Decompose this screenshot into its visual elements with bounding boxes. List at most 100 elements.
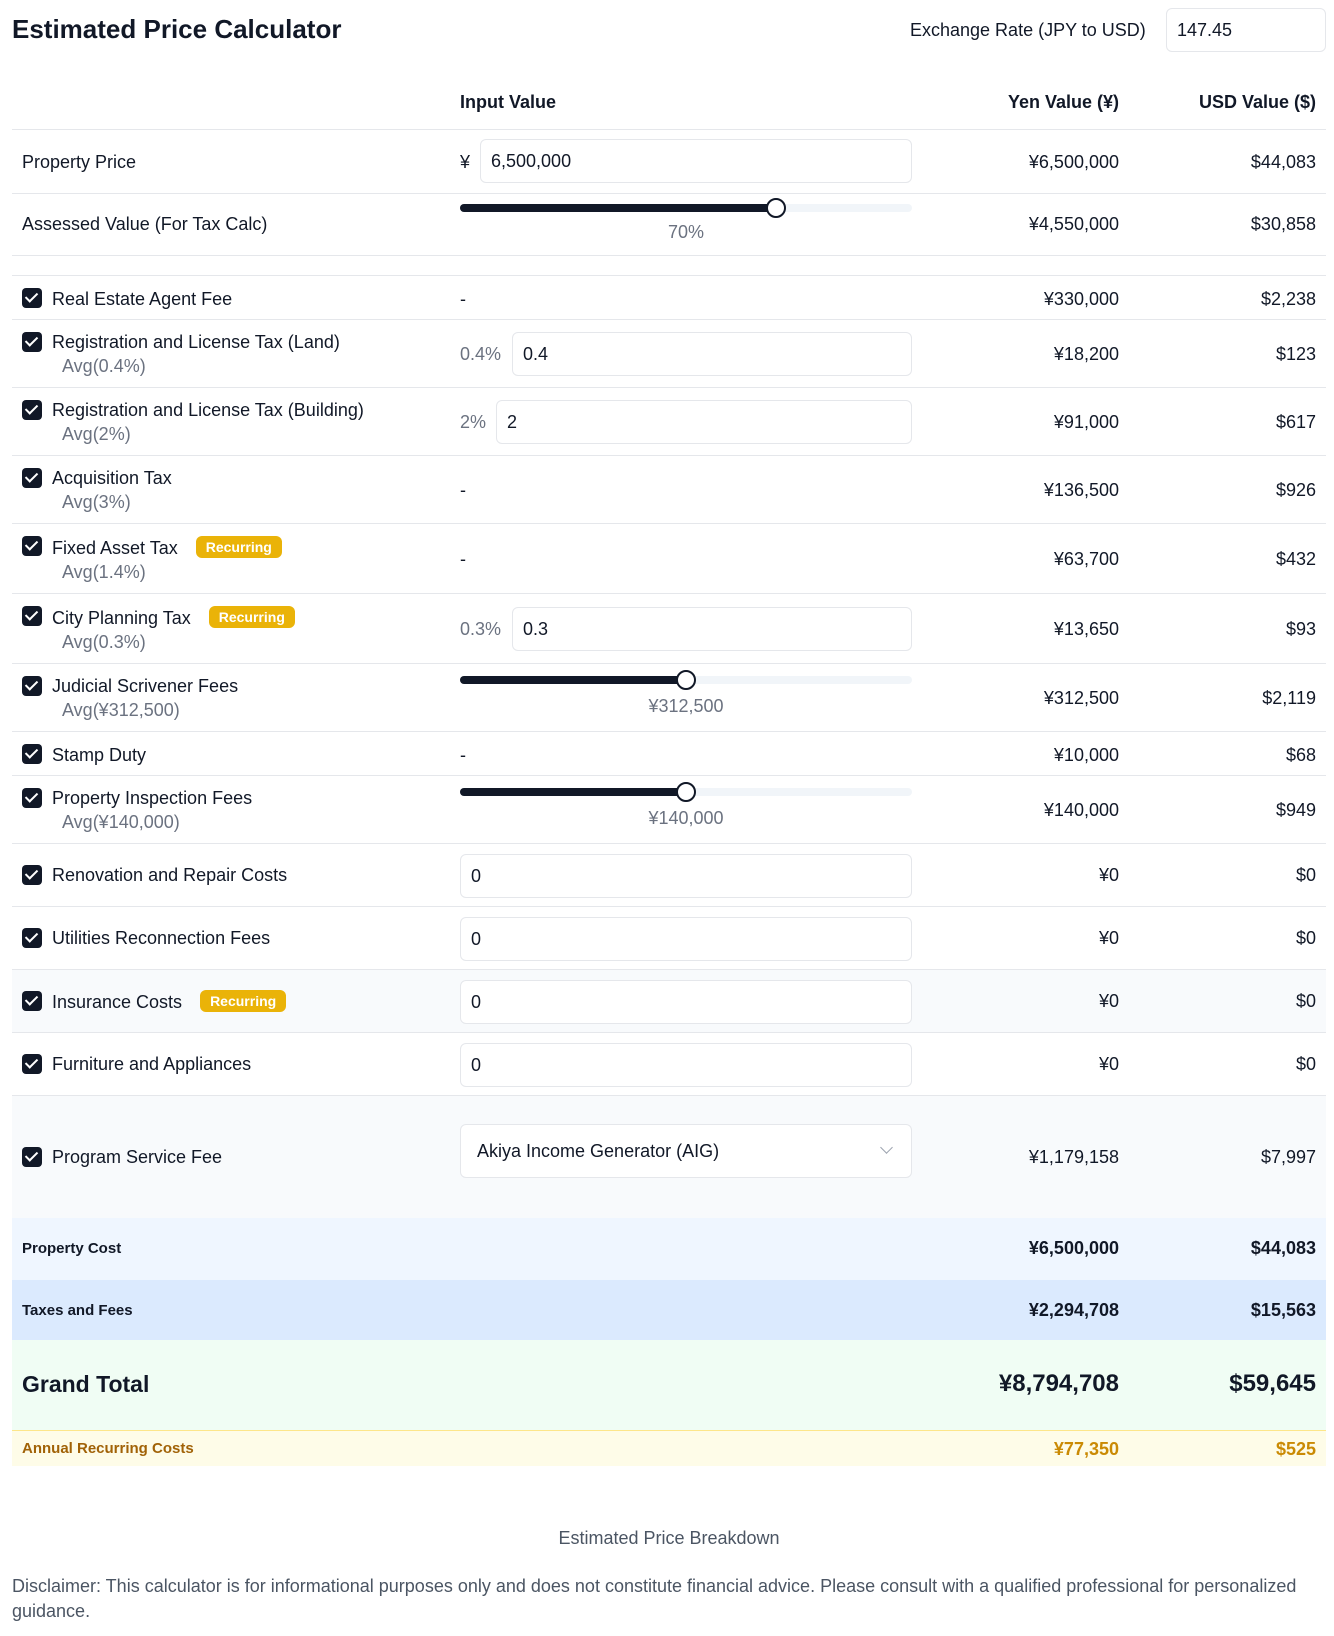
- furniture-label: Furniture and Appliances: [52, 1054, 252, 1074]
- header-yen-value: Yen Value (¥): [1007, 92, 1119, 112]
- insurance-input[interactable]: [460, 980, 912, 1024]
- agent-fee-checkbox[interactable]: [22, 288, 42, 308]
- property-cost-label: Property Cost: [22, 1240, 122, 1257]
- city-planning-input[interactable]: [512, 607, 912, 651]
- table-row-scrivener-fees: Judicial Scrivener Fees Avg(¥312,500) ¥3…: [12, 664, 1326, 732]
- city-planning-avg: Avg(0.3%): [62, 632, 146, 652]
- disclaimer-text: Disclaimer: This calculator is for infor…: [12, 1576, 1297, 1621]
- property-price-label: Property Price: [22, 152, 137, 172]
- slider-thumb[interactable]: [676, 782, 696, 802]
- grand-total-label: Grand Total: [22, 1371, 150, 1397]
- acquisition-checkbox[interactable]: [22, 468, 42, 488]
- table-row-renovation: Renovation and Repair Costs ¥0 $0: [12, 844, 1326, 907]
- program-yen: ¥1,179,158: [1028, 1147, 1119, 1167]
- assessed-value-slider[interactable]: [460, 198, 912, 218]
- stamp-yen: ¥10,000: [1053, 745, 1119, 765]
- reg-building-input[interactable]: [496, 400, 912, 444]
- table-row-reg-land: Registration and License Tax (Land) Avg(…: [12, 320, 1326, 388]
- utilities-input[interactable]: [460, 917, 912, 961]
- utilities-label: Utilities Reconnection Fees: [52, 928, 271, 948]
- table-row-stamp-duty: Stamp Duty - ¥10,000 $68: [12, 732, 1326, 776]
- property-price-yen: ¥6,500,000: [1028, 152, 1119, 172]
- program-checkbox[interactable]: [22, 1147, 42, 1167]
- table-row-utilities: Utilities Reconnection Fees ¥0 $0: [12, 907, 1326, 970]
- table-row-insurance: Insurance Costs Recurring ¥0 $0: [12, 970, 1326, 1033]
- scrivener-avg: Avg(¥312,500): [62, 700, 180, 720]
- reg-building-usd: $617: [1275, 412, 1316, 432]
- price-table: Input Value Yen Value (¥) USD Value ($) …: [12, 78, 1326, 1466]
- recurring-badge: Recurring: [200, 990, 287, 1012]
- acquisition-avg: Avg(3%): [62, 492, 131, 512]
- inspection-avg: Avg(¥140,000): [62, 812, 180, 832]
- renovation-checkbox[interactable]: [22, 865, 42, 885]
- table-row-furniture: Furniture and Appliances ¥0 $0: [12, 1033, 1326, 1096]
- city-planning-label: City Planning Tax: [52, 608, 191, 628]
- fixed-asset-label-wrap: Fixed Asset Tax Recurring: [52, 536, 282, 559]
- program-select-value: Akiya Income Generator (AIG): [477, 1141, 720, 1161]
- fixed-asset-usd: $432: [1275, 549, 1316, 569]
- renovation-input[interactable]: [460, 854, 912, 898]
- recurring-badge: Recurring: [208, 606, 295, 628]
- renovation-usd: $0: [1295, 865, 1316, 885]
- table-row-acquisition-tax: Acquisition Tax Avg(3%) - ¥136,500 $926: [12, 456, 1326, 524]
- reg-land-avg: Avg(0.4%): [62, 356, 146, 376]
- scrivener-slider[interactable]: [460, 670, 912, 690]
- fixed-asset-label: Fixed Asset Tax: [52, 538, 178, 558]
- inspection-usd: $949: [1275, 800, 1316, 820]
- grand-total-yen: ¥8,794,708: [998, 1370, 1119, 1397]
- inspection-checkbox[interactable]: [22, 788, 42, 808]
- scrivener-slider-value: ¥312,500: [648, 696, 724, 716]
- reg-building-checkbox[interactable]: [22, 400, 42, 420]
- scrivener-usd: $2,119: [1262, 688, 1316, 708]
- insurance-checkbox[interactable]: [22, 991, 42, 1011]
- agent-fee-label: Real Estate Agent Fee: [52, 289, 233, 309]
- city-planning-yen: ¥13,650: [1053, 619, 1119, 639]
- fixed-asset-checkbox[interactable]: [22, 536, 42, 556]
- table-row-fixed-asset-tax: Fixed Asset Tax Recurring Avg(1.4%) - ¥63…: [12, 524, 1326, 594]
- slider-thumb[interactable]: [766, 198, 787, 218]
- reg-land-usd: $123: [1275, 344, 1316, 364]
- reg-land-checkbox[interactable]: [22, 332, 42, 352]
- fixed-asset-yen: ¥63,700: [1053, 549, 1119, 569]
- taxes-fees-yen: ¥2,294,708: [1028, 1300, 1119, 1320]
- reg-building-yen: ¥91,000: [1053, 412, 1119, 432]
- annual-yen: ¥77,350: [1053, 1439, 1119, 1459]
- reg-land-input[interactable]: [512, 332, 912, 376]
- assessed-value-label: Assessed Value (For Tax Calc): [22, 214, 268, 234]
- agent-fee-usd: $2,238: [1260, 289, 1316, 309]
- table-row-assessed-value: Assessed Value (For Tax Calc) 70% ¥4,550…: [12, 194, 1326, 256]
- utilities-yen: ¥0: [1098, 928, 1119, 948]
- acquisition-usd: $926: [1275, 480, 1316, 500]
- reg-land-label: Registration and License Tax (Land): [52, 332, 340, 352]
- furniture-yen: ¥0: [1098, 1054, 1119, 1074]
- city-planning-checkbox[interactable]: [22, 606, 42, 626]
- acquisition-label: Acquisition Tax: [52, 468, 172, 488]
- utilities-usd: $0: [1295, 928, 1316, 948]
- utilities-checkbox[interactable]: [22, 928, 42, 948]
- furniture-checkbox[interactable]: [22, 1054, 42, 1074]
- acquisition-input: -: [460, 480, 466, 500]
- table-row-inspection-fees: Property Inspection Fees Avg(¥140,000) ¥…: [12, 776, 1326, 844]
- insurance-yen: ¥0: [1098, 991, 1119, 1011]
- slider-fill: [460, 788, 686, 796]
- furniture-input[interactable]: [460, 1043, 912, 1087]
- assessed-value-yen: ¥4,550,000: [1028, 214, 1119, 234]
- stamp-checkbox[interactable]: [22, 744, 42, 764]
- reg-building-label: Registration and License Tax (Building): [52, 400, 364, 420]
- table-row-agent-fee: Real Estate Agent Fee - ¥330,000 $2,238: [12, 276, 1326, 320]
- scrivener-checkbox[interactable]: [22, 676, 42, 696]
- table-row-property-price: Property Price ¥ ¥6,500,000 $44,083: [12, 130, 1326, 194]
- program-usd: $7,997: [1260, 1147, 1316, 1167]
- summary-taxes-fees: Taxes and Fees ¥2,294,708 $15,563: [12, 1280, 1326, 1340]
- agent-fee-yen: ¥330,000: [1043, 289, 1119, 309]
- stamp-input: -: [460, 745, 466, 765]
- exchange-rate-input[interactable]: [1166, 8, 1326, 52]
- inspection-slider[interactable]: [460, 782, 912, 802]
- property-price-input[interactable]: [480, 139, 912, 183]
- property-cost-yen: ¥6,500,000: [1028, 1238, 1119, 1258]
- assessed-value-usd: $30,858: [1250, 214, 1316, 234]
- taxes-fees-label: Taxes and Fees: [22, 1302, 133, 1319]
- slider-thumb[interactable]: [676, 670, 696, 690]
- program-select[interactable]: Akiya Income Generator (AIG): [460, 1124, 912, 1178]
- stamp-label: Stamp Duty: [52, 745, 147, 765]
